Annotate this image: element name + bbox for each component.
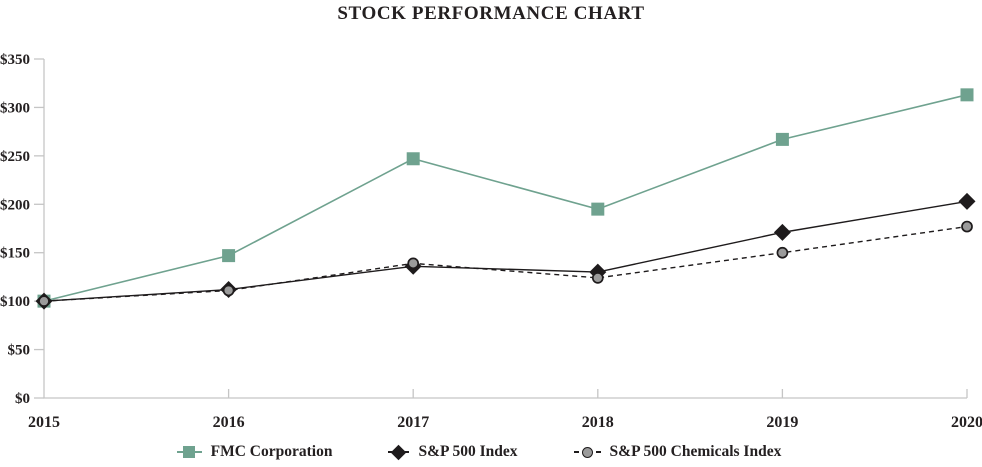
marker-s-p-500-chemicals-index [776, 246, 789, 259]
x-axis-label: 2019 [766, 414, 798, 431]
x-axis-label: 2020 [951, 414, 982, 431]
y-axis-label: $300 [0, 100, 30, 116]
y-axis-label: $50 [8, 343, 31, 359]
legend-item-sp500-chemicals-index: S&P 500 Chemicals Index [573, 443, 782, 461]
marker-s-p-500-chemicals-index [961, 220, 973, 233]
marker-s-p-500-chemicals-index [38, 295, 50, 307]
y-axis-label: $350 [0, 52, 30, 68]
marker-s-p-500-chemicals-index [591, 272, 604, 284]
x-axis-label: 2015 [28, 414, 60, 431]
marker-fmc-corporation [406, 152, 420, 166]
legend-diamond [391, 444, 407, 460]
legend-square [182, 446, 195, 458]
y-axis-label: $200 [0, 197, 30, 213]
marker-s-p-500-chemicals-index [407, 257, 420, 270]
series-line-fmc-corporation [43, 94, 968, 302]
x-axis-label: 2017 [397, 414, 429, 431]
fmc-square-marker-icon [176, 445, 202, 459]
legend-item-sp500-index: S&P 500 Index [388, 443, 518, 461]
sp500-chemicals-circle-marker-icon [573, 446, 601, 458]
sp500-diamond-marker-icon [388, 444, 410, 460]
legend-item-fmc-corporation: FMC Corporation [176, 443, 333, 461]
series-line-s-p-500-chemicals-index [43, 225, 968, 302]
legend-label-sp500-index: S&P 500 Index [418, 443, 518, 460]
x-axis-label: 2016 [213, 414, 245, 431]
marker-fmc-corporation [591, 202, 605, 216]
legend-label-sp500-chemicals-index: S&P 500 Chemicals Index [609, 443, 782, 460]
marker-s-p-500-index [958, 192, 976, 210]
marker-fmc-corporation [960, 88, 974, 102]
axis-lines [43, 59, 967, 399]
legend-dash [573, 451, 579, 453]
y-axis-label: $0 [15, 391, 30, 407]
marker-s-p-500-chemicals-index [222, 284, 235, 297]
legend-line [388, 451, 393, 453]
legend-circle [581, 446, 593, 458]
y-axis-label: $100 [0, 294, 30, 310]
legend-dash [595, 451, 601, 453]
series-line-s-p-500-index [43, 200, 968, 302]
legend-label-fmc-corporation: FMC Corporation [210, 443, 333, 460]
chart-legend: FMC Corporation S&P 500 Index S&P 500 Ch… [0, 443, 970, 461]
legend-line [405, 451, 410, 453]
marker-fmc-corporation [775, 132, 789, 146]
marker-s-p-500-index [773, 223, 791, 241]
x-axis-label: 2018 [582, 414, 614, 431]
chart-title: STOCK PERFORMANCE CHART [337, 3, 645, 24]
marker-fmc-corporation [222, 249, 236, 263]
y-axis-label: $250 [0, 149, 30, 165]
y-axis-label: $150 [0, 246, 30, 262]
